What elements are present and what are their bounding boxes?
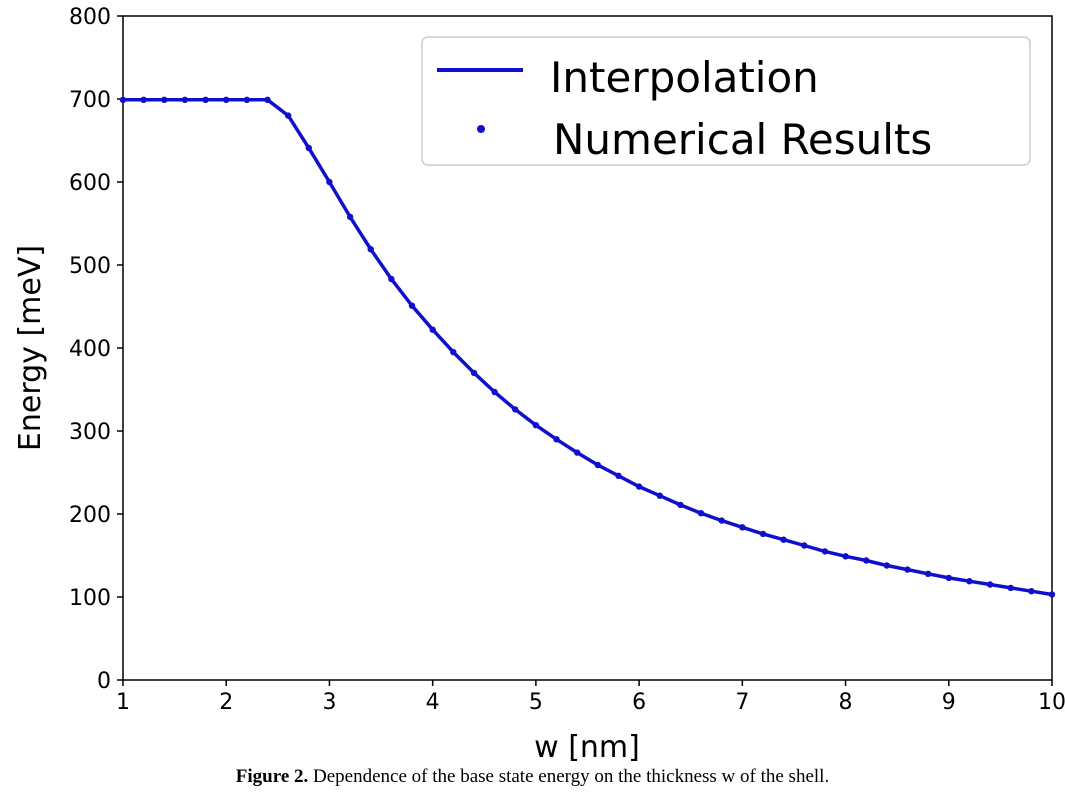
legend-box bbox=[421, 36, 1031, 166]
numerical-result-point bbox=[883, 562, 890, 569]
numerical-result-point bbox=[512, 406, 519, 413]
series-layer bbox=[119, 96, 1056, 598]
numerical-result-point bbox=[532, 422, 540, 429]
numerical-result-point bbox=[966, 578, 973, 585]
numerical-result-point bbox=[904, 566, 911, 573]
numerical-result-point bbox=[470, 369, 478, 377]
numerical-result-point bbox=[821, 548, 829, 555]
x-tick-label: 6 bbox=[632, 690, 646, 715]
numerical-result-point bbox=[264, 96, 271, 104]
y-tick-label: 800 bbox=[69, 5, 111, 30]
numerical-result-point bbox=[801, 542, 808, 549]
numerical-result-point bbox=[223, 96, 230, 104]
numerical-result-point bbox=[367, 246, 374, 253]
numerical-result-point bbox=[491, 388, 498, 396]
numerical-result-point bbox=[553, 436, 560, 443]
numerical-result-point bbox=[945, 574, 952, 582]
numerical-result-point bbox=[615, 472, 622, 479]
legend-label-interpolation: Interpolation bbox=[550, 53, 819, 102]
x-tick-label: 8 bbox=[839, 690, 853, 715]
energy-chart: 1 2 3 4 5 6 7 8 9 10 0 100 200 300 400 500 600 700 800 w … bbox=[13, 5, 1065, 765]
numerical-result-point bbox=[181, 96, 189, 104]
numerical-result-point bbox=[697, 510, 705, 517]
y-tick-label: 500 bbox=[69, 254, 111, 279]
figure-caption: Figure 2. Dependence of the base state e… bbox=[0, 766, 1065, 788]
numerical-result-point bbox=[161, 96, 168, 104]
caption-text: Dependence of the base state energy on t… bbox=[308, 766, 830, 787]
numerical-result-point bbox=[863, 557, 870, 564]
y-tick-label: 700 bbox=[69, 88, 111, 113]
x-tick-label: 7 bbox=[735, 690, 749, 715]
numerical-result-point bbox=[635, 483, 643, 490]
numerical-result-point bbox=[677, 501, 684, 509]
x-tick-label: 1 bbox=[116, 690, 130, 715]
numerical-result-point bbox=[842, 553, 849, 560]
numerical-result-point bbox=[119, 96, 127, 104]
numerical-result-point bbox=[450, 348, 457, 356]
numerical-result-point bbox=[346, 213, 354, 221]
legend: Interpolation Numerical Results bbox=[421, 36, 1031, 166]
x-tick-label: 10 bbox=[1038, 690, 1065, 715]
x-axis: 1 2 3 4 5 6 7 8 9 10 bbox=[116, 680, 1065, 715]
numerical-result-point bbox=[739, 524, 746, 531]
y-tick-label: 100 bbox=[69, 586, 111, 611]
numerical-result-point bbox=[285, 112, 292, 119]
x-tick-label: 5 bbox=[529, 690, 543, 715]
caption-label: Figure 2. bbox=[235, 766, 309, 787]
numerical-result-point bbox=[326, 178, 333, 186]
numerical-result-point bbox=[718, 517, 725, 524]
numerical-result-point bbox=[574, 449, 581, 456]
numerical-result-point bbox=[1028, 588, 1035, 595]
numerical-result-point bbox=[305, 144, 312, 152]
y-tick-label: 600 bbox=[69, 171, 111, 196]
numerical-result-point bbox=[986, 581, 994, 588]
y-tick-label: 0 bbox=[97, 669, 111, 694]
numerical-result-point bbox=[1007, 584, 1014, 592]
numerical-result-point bbox=[656, 492, 663, 499]
x-axis-label: w [nm] bbox=[534, 730, 640, 765]
numerical-result-point bbox=[140, 96, 147, 104]
numerical-result-point bbox=[388, 275, 395, 283]
numerical-result-point bbox=[594, 461, 601, 469]
numerical-result-point bbox=[243, 96, 251, 104]
numerical-result-point bbox=[202, 96, 209, 104]
legend-marker-swatch bbox=[477, 125, 485, 133]
x-tick-label: 2 bbox=[219, 690, 233, 715]
numerical-result-point bbox=[780, 536, 787, 543]
numerical-result-point bbox=[429, 326, 436, 333]
numerical-result-point bbox=[924, 570, 932, 577]
x-tick-label: 9 bbox=[942, 690, 956, 715]
interpolation-line bbox=[123, 98, 1053, 597]
legend-label-numerical-results: Numerical Results bbox=[553, 115, 932, 164]
x-tick-label: 3 bbox=[322, 690, 336, 715]
numerical-result-point bbox=[408, 302, 416, 309]
y-tick-label: 300 bbox=[69, 420, 111, 445]
x-tick-label: 4 bbox=[426, 690, 440, 715]
y-tick-label: 200 bbox=[69, 503, 111, 528]
numerical-result-point bbox=[1048, 591, 1056, 598]
y-axis-label: Energy [meV] bbox=[13, 245, 48, 451]
numerical-result-point bbox=[759, 530, 767, 538]
y-axis: 0 100 200 300 400 500 600 700 800 bbox=[69, 5, 123, 694]
y-tick-label: 400 bbox=[69, 337, 111, 362]
